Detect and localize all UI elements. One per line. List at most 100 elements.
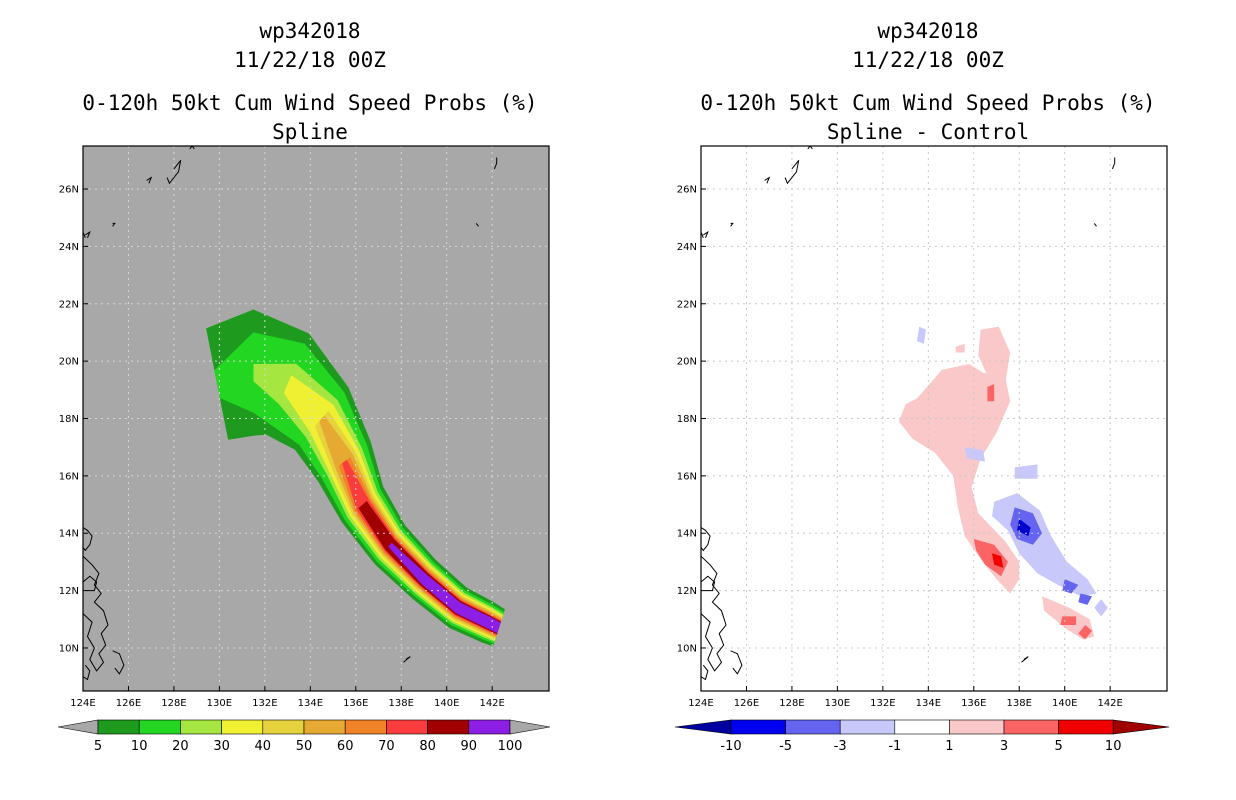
right-chart-subtitle: Spline - Control (826, 120, 1030, 144)
right-region-6 (1078, 625, 1092, 640)
left-colorbar-label: 60 (337, 739, 354, 754)
left-colorbar-label: 30 (213, 739, 230, 754)
left-y-tick-label: 26N (59, 185, 79, 196)
left-coastline (403, 656, 411, 663)
left-colorbar-swatch (262, 719, 305, 735)
left-y-tick-label: 24N (59, 242, 79, 253)
right-region-8 (992, 553, 1004, 568)
right-colorbar-swatch (839, 719, 896, 735)
left-coastline (493, 157, 498, 170)
right-coastline (764, 176, 771, 184)
right-header-datetime: 11/22/18 00Z (852, 48, 1004, 72)
right-header-storm: wp342018 (877, 19, 979, 43)
right-region-16 (1078, 593, 1092, 605)
left-coastline (112, 650, 125, 675)
right-plot-area: 124E 126E 128E 130E 132E 134E 136E 138E 140E 142E… (674, 145, 1170, 754)
right-region-2 (955, 343, 965, 353)
right-region-0 (898, 364, 1020, 594)
right-coastline (1093, 223, 1097, 227)
left-colorbar-label: 20 (172, 739, 189, 754)
right-y-tick-label: 14N (677, 529, 697, 540)
left-y-tick-label: 10N (59, 643, 79, 654)
left-colorbar-swatch (303, 719, 346, 735)
left-colorbar-swatch (427, 719, 470, 735)
left-colorbar-swatch (344, 719, 387, 735)
right-y-tick-label: 12N (677, 586, 697, 597)
right-colorbar-label: 3 (1000, 739, 1008, 754)
left-y-tick-label: 12N (59, 586, 79, 597)
right-y-tick-label: 16N (677, 471, 697, 482)
right-colorbar-swatch (785, 719, 841, 735)
right-x-tick-label: 128E (779, 698, 804, 709)
right-colorbar-label: -3 (834, 739, 847, 754)
right-y-tick-label: 24N (677, 242, 697, 253)
left-y-tick-label: 18N (59, 414, 79, 425)
left-coastline (146, 176, 153, 184)
left-coastline (112, 222, 116, 227)
right-colorbar: -10 -5 -3 -1 1 3 5 10 (674, 719, 1170, 754)
right-chart-title: 0-120h 50kt Cum Wind Speed Probs (%) (700, 91, 1156, 115)
right-region-17 (1017, 518, 1031, 537)
right-x-tick-label: 130E (825, 698, 850, 709)
left-plot-area: 124E 126E 128E 130E 132E 134E 136E 138E 140E 142E… (57, 145, 551, 754)
right-x-tick-label: 126E (734, 698, 759, 709)
right-x-tick-label: 142E (1097, 698, 1122, 709)
left-x-tick-label: 124E (70, 698, 95, 709)
left-coastline (189, 146, 195, 150)
left-x-tick-label: 138E (389, 698, 414, 709)
right-colorbar-label: 1 (945, 739, 953, 754)
right-region-7 (987, 384, 995, 402)
right-y-tick-label: 10N (677, 643, 697, 654)
left-x-tick-label: 130E (207, 698, 232, 709)
left-plot-content (83, 146, 549, 691)
right-x-tick-label: 124E (688, 698, 713, 709)
right-x-tick-label: 134E (916, 698, 941, 709)
right-colorbar-swatch (1003, 719, 1059, 735)
right-region-1 (978, 326, 1011, 382)
left-colorbar-swatch (138, 719, 181, 735)
right-region-15 (1062, 579, 1079, 594)
left-x-tick-label: 136E (343, 698, 368, 709)
left-colorbar-arrow-low (57, 719, 99, 735)
left-colorbar-label: 90 (461, 739, 478, 754)
right-coastline (730, 222, 734, 227)
right-coastline (703, 230, 709, 238)
left-coastline (83, 575, 98, 592)
left-colorbar-swatch (180, 719, 222, 735)
right-colorbar-swatch (894, 719, 950, 735)
left-coastline (83, 555, 109, 672)
left-colorbar-label: 50 (296, 739, 313, 754)
left-colorbar-swatch (221, 719, 264, 735)
right-region-4 (973, 539, 1008, 577)
left-header-storm: wp342018 (259, 19, 361, 43)
right-colorbar-arrow-high (1112, 719, 1170, 735)
right-y-tick-label: 26N (677, 185, 697, 196)
left-coastline (166, 159, 182, 185)
right-coastline (701, 527, 711, 552)
right-coastline (807, 146, 813, 150)
right-coastline (784, 159, 800, 185)
right-coastline (701, 575, 716, 592)
right-colorbar-label: 5 (1054, 739, 1062, 754)
right-y-tick-label: 18N (677, 414, 697, 425)
right-region-12 (1094, 599, 1108, 617)
left-colorbar-label: 5 (94, 739, 102, 754)
right-coastline (1021, 656, 1029, 663)
left-colorbar-label: 70 (378, 739, 395, 754)
left-contour-90 (388, 542, 501, 634)
right-plot-content (701, 146, 1167, 691)
left-colorbar-swatch (468, 719, 511, 735)
right-colorbar-swatch (730, 719, 786, 735)
right-colorbar-swatch (949, 719, 1005, 735)
right-colorbar-label: -10 (720, 739, 741, 754)
right-coastline (701, 664, 709, 681)
left-y-tick-label: 20N (59, 357, 79, 368)
left-colorbar-label: 10 (131, 739, 148, 754)
right-coastline (701, 555, 727, 672)
right-region-5 (1060, 616, 1077, 625)
left-x-tick-label: 142E (479, 698, 504, 709)
right-colorbar-label: -5 (779, 739, 792, 754)
right-x-tick-label: 132E (870, 698, 895, 709)
left-coastline (85, 230, 91, 238)
